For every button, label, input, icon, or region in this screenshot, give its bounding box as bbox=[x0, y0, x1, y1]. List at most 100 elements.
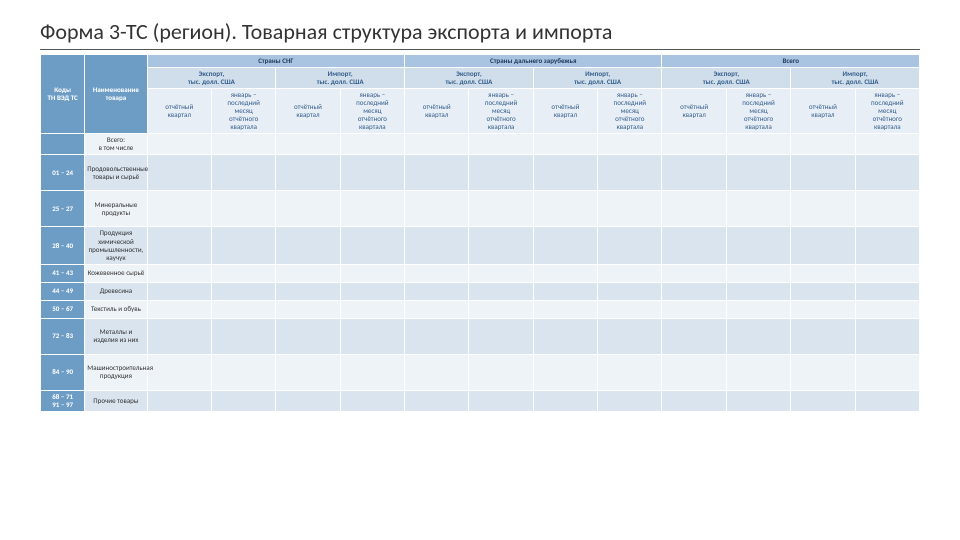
page-title: Форма 3-ТС (регион). Товарная структура … bbox=[40, 18, 920, 50]
data-cell bbox=[533, 390, 597, 411]
data-cell bbox=[405, 390, 469, 411]
table-row: 44 – 49Древесина bbox=[41, 282, 920, 300]
data-cell bbox=[405, 318, 469, 354]
data-cell bbox=[276, 227, 340, 264]
data-cell bbox=[533, 191, 597, 227]
data-cell bbox=[147, 390, 211, 411]
row-code: 72 – 83 bbox=[41, 318, 85, 354]
data-cell bbox=[533, 318, 597, 354]
data-cell bbox=[211, 264, 275, 282]
data-cell bbox=[855, 191, 919, 227]
row-code: 25 – 27 bbox=[41, 191, 85, 227]
table-row: 28 – 40Продукция химической промышленнос… bbox=[41, 227, 920, 264]
data-cell bbox=[405, 191, 469, 227]
data-cell bbox=[340, 264, 404, 282]
table-row: 68 – 7191 – 97Прочие товары bbox=[41, 390, 920, 411]
data-cell bbox=[469, 227, 533, 264]
data-cell bbox=[276, 155, 340, 191]
row-code: 50 – 67 bbox=[41, 300, 85, 318]
data-cell bbox=[598, 282, 662, 300]
data-cell bbox=[405, 227, 469, 264]
hdr-name: Наименование товара bbox=[85, 55, 147, 134]
hdr-export: Экспорт,тыс. долл. США bbox=[405, 68, 534, 89]
data-cell bbox=[469, 282, 533, 300]
data-cell bbox=[791, 264, 855, 282]
hdr-export: Экспорт,тыс. долл. США bbox=[662, 68, 791, 89]
data-cell bbox=[147, 134, 211, 155]
row-name: Металлы и изделия из них bbox=[85, 318, 147, 354]
data-cell bbox=[855, 282, 919, 300]
data-cell bbox=[791, 155, 855, 191]
data-cell bbox=[598, 318, 662, 354]
table-row: 41 – 43Кожевенное сырьё bbox=[41, 264, 920, 282]
data-cell bbox=[726, 264, 790, 282]
row-name: Текстиль и обувь bbox=[85, 300, 147, 318]
data-cell bbox=[726, 390, 790, 411]
data-cell bbox=[855, 264, 919, 282]
data-cell bbox=[662, 318, 726, 354]
data-cell bbox=[469, 191, 533, 227]
hdr-ytd: январь –последниймесяцотчётногоквартала bbox=[855, 89, 919, 134]
data-cell bbox=[211, 390, 275, 411]
row-name: Прочие товары bbox=[85, 390, 147, 411]
data-cell bbox=[340, 227, 404, 264]
data-cell bbox=[276, 282, 340, 300]
data-cell bbox=[469, 264, 533, 282]
data-cell bbox=[276, 354, 340, 390]
table-row: 72 – 83Металлы и изделия из них bbox=[41, 318, 920, 354]
hdr-export: Экспорт,тыс. долл. США bbox=[147, 68, 276, 89]
data-cell bbox=[726, 134, 790, 155]
table-header: КодыТН ВЭД ТС Наименование товара Страны… bbox=[41, 55, 920, 134]
data-cell bbox=[726, 354, 790, 390]
data-cell bbox=[662, 264, 726, 282]
data-cell bbox=[340, 300, 404, 318]
data-cell bbox=[598, 390, 662, 411]
data-cell bbox=[276, 264, 340, 282]
data-cell bbox=[276, 318, 340, 354]
data-cell bbox=[726, 191, 790, 227]
hdr-group-total: Всего bbox=[662, 55, 920, 68]
hdr-q: отчётныйквартал bbox=[276, 89, 340, 134]
row-name: Машиностроительная продукция bbox=[85, 354, 147, 390]
hdr-q: отчётныйквартал bbox=[662, 89, 726, 134]
row-name: Кожевенное сырьё bbox=[85, 264, 147, 282]
data-cell bbox=[469, 134, 533, 155]
hdr-ytd: январь –последниймесяцотчётногоквартала bbox=[469, 89, 533, 134]
data-cell bbox=[469, 354, 533, 390]
data-cell bbox=[147, 264, 211, 282]
data-cell bbox=[147, 354, 211, 390]
table-row: 84 – 90Машиностроительная продукция bbox=[41, 354, 920, 390]
row-name: Продовольственные товары и сырьё bbox=[85, 155, 147, 191]
data-cell bbox=[533, 227, 597, 264]
table-row: Всего:в том числе bbox=[41, 134, 920, 155]
hdr-q: отчётныйквартал bbox=[533, 89, 597, 134]
data-cell bbox=[726, 300, 790, 318]
row-code: 41 – 43 bbox=[41, 264, 85, 282]
data-cell bbox=[598, 227, 662, 264]
data-cell bbox=[533, 134, 597, 155]
hdr-codes: КодыТН ВЭД ТС bbox=[41, 55, 85, 134]
data-cell bbox=[662, 282, 726, 300]
data-cell bbox=[855, 354, 919, 390]
data-cell bbox=[340, 354, 404, 390]
data-cell bbox=[533, 155, 597, 191]
data-cell bbox=[340, 155, 404, 191]
hdr-ytd: январь –последниймесяцотчётногоквартала bbox=[340, 89, 404, 134]
data-cell bbox=[533, 282, 597, 300]
data-cell bbox=[855, 318, 919, 354]
data-cell bbox=[340, 318, 404, 354]
data-cell bbox=[791, 191, 855, 227]
table-row: 01 – 24Продовольственные товары и сырьё bbox=[41, 155, 920, 191]
hdr-q: отчётныйквартал bbox=[147, 89, 211, 134]
hdr-ytd: январь –последниймесяцотчётногоквартала bbox=[598, 89, 662, 134]
data-cell bbox=[598, 191, 662, 227]
data-cell bbox=[147, 227, 211, 264]
data-cell bbox=[791, 134, 855, 155]
data-cell bbox=[726, 155, 790, 191]
data-cell bbox=[340, 282, 404, 300]
data-cell bbox=[726, 227, 790, 264]
data-cell bbox=[791, 354, 855, 390]
data-cell bbox=[533, 264, 597, 282]
data-cell bbox=[791, 227, 855, 264]
data-cell bbox=[405, 134, 469, 155]
